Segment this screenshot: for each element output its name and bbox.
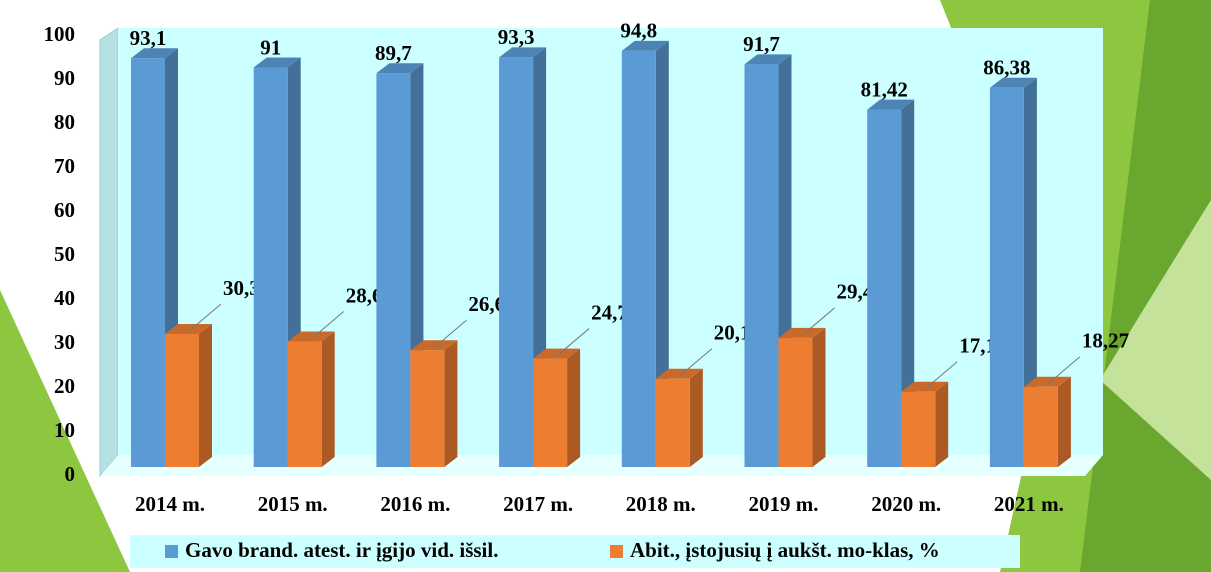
bar [901, 391, 936, 467]
data-label: 86,38 [983, 56, 1030, 80]
bar-side [567, 348, 581, 467]
left-wall [99, 27, 119, 478]
bar [867, 109, 902, 468]
bar-top [287, 331, 335, 342]
bar-side [812, 327, 826, 467]
bar-top [621, 40, 669, 51]
data-label: 20,1 [714, 321, 751, 345]
floor [100, 455, 1103, 476]
bar [655, 378, 690, 467]
y-tick-label: 80 [54, 110, 75, 134]
bar [499, 57, 534, 468]
bar [410, 350, 445, 467]
data-label: 26,6 [468, 292, 505, 316]
bar-top [410, 340, 458, 351]
bar [376, 73, 411, 467]
x-tick-label: 2015 m. [258, 492, 328, 516]
bar-top [131, 48, 178, 59]
bar-top [778, 327, 826, 338]
data-label: 94,8 [620, 19, 657, 43]
bar-side [935, 381, 949, 467]
bar [253, 67, 288, 467]
y-tick-label: 30 [54, 330, 75, 354]
x-tick-label: 2021 m. [994, 492, 1064, 516]
bar [621, 50, 656, 467]
bar-side [1023, 77, 1037, 467]
bar-top [1023, 376, 1071, 387]
bar-side [199, 323, 212, 467]
leader-line [187, 303, 222, 333]
leader-line [1046, 356, 1081, 386]
bar-top [253, 57, 301, 68]
bar-top [533, 348, 581, 359]
data-label: 28,6 [346, 283, 383, 307]
y-tick-label: 50 [54, 242, 75, 266]
data-label: 91,7 [743, 32, 780, 56]
y-tick-label: 10 [54, 418, 75, 442]
x-tick-label: 2020 m. [871, 492, 941, 516]
bar [778, 337, 813, 467]
bar [744, 64, 779, 467]
legend [130, 535, 1020, 568]
y-tick-label: 100 [44, 22, 76, 46]
y-tick-label: 90 [54, 66, 75, 90]
bar-side [444, 340, 458, 467]
x-tick-label: 2016 m. [380, 492, 450, 516]
bar [1023, 386, 1058, 467]
x-tick-label: 2018 m. [626, 492, 696, 516]
bar-top [376, 63, 424, 74]
bar-side [321, 331, 335, 467]
y-tick-label: 70 [54, 154, 75, 178]
data-label: 89,7 [375, 41, 412, 65]
leader-line [678, 348, 713, 378]
y-tick-label: 0 [65, 462, 76, 486]
green-shape [1100, 200, 1211, 480]
bar-top [744, 54, 792, 65]
data-label: 93,1 [130, 26, 167, 50]
y-tick-label: 60 [54, 198, 75, 222]
leader-line [801, 307, 835, 337]
bar [165, 333, 199, 467]
bar [131, 58, 165, 467]
y-tick-label: 20 [54, 374, 75, 398]
y-tick-label: 40 [54, 286, 75, 310]
bar-top [165, 323, 212, 334]
bar-side [689, 368, 703, 467]
leader-line [310, 311, 345, 340]
data-label: 81,42 [861, 77, 908, 101]
bar-top [499, 47, 547, 58]
data-label: 91 [260, 35, 281, 59]
x-tick-label: 2017 m. [503, 492, 573, 516]
leader-line [555, 328, 590, 357]
bar [287, 341, 322, 467]
legend-swatch [165, 545, 178, 558]
data-label: 30,3 [223, 276, 260, 300]
green-shape [0, 290, 130, 572]
leader-line [433, 319, 467, 349]
legend-label: Abit., įstojusių į aukšt. mo-klas, % [630, 538, 940, 562]
bar-top [989, 77, 1037, 88]
data-label: 24,7 [591, 300, 628, 324]
x-tick-label: 2019 m. [749, 492, 819, 516]
x-tick-label: 2014 m. [135, 492, 205, 516]
bar-side [655, 40, 669, 467]
data-label: 18,27 [1082, 329, 1129, 353]
bar-top [655, 368, 703, 379]
bar-side [1057, 376, 1071, 467]
bar-side [901, 99, 915, 468]
bar-top [901, 381, 949, 392]
bar-top [867, 99, 915, 110]
bar [533, 358, 568, 467]
bar [989, 87, 1024, 467]
legend-label: Gavo brand. atest. ir įgijo vid. išsil. [185, 538, 498, 562]
legend-swatch [610, 545, 623, 558]
data-label: 93,3 [498, 25, 535, 49]
leader-line [923, 361, 958, 391]
